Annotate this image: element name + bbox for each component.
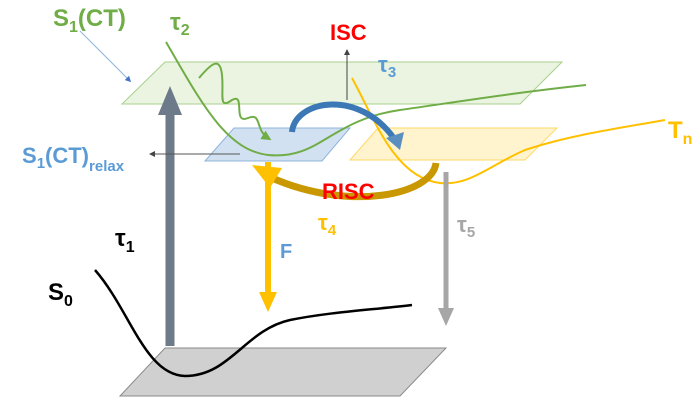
tau2-label: τ2: [170, 9, 190, 39]
s1ct-curve: [165, 41, 587, 157]
risc-arrow: [270, 162, 440, 201]
tn-curve: [351, 77, 666, 185]
s1ct-pointer: [79, 30, 132, 83]
risc-label: RISC: [322, 179, 375, 204]
tau4-label: τ4: [318, 210, 337, 239]
tau3-label: τ3: [378, 52, 396, 81]
tau1-arrow-head: [158, 86, 182, 115]
s1ct-label: S1(CT): [53, 5, 126, 36]
tau1-label: τ1: [115, 225, 135, 256]
tau2-wavy-arrow: [198, 62, 272, 141]
tau5-arrow-head: [438, 308, 454, 326]
isc-arrow-head: [386, 132, 404, 150]
s1relax-plane: [203, 127, 352, 162]
s0-label: S0: [48, 279, 73, 310]
s0-plane: [118, 347, 448, 397]
s1relax-label: S1(CT)relax: [22, 143, 125, 175]
fluorescence-label: F: [280, 241, 292, 263]
tn-label: Tn: [668, 117, 692, 148]
isc-label: ISC: [330, 20, 367, 45]
s0-curve: [94, 269, 413, 378]
fluorescence-arrow-head: [259, 292, 277, 312]
s1ct-plane: [120, 61, 564, 105]
tau5-label: τ5: [457, 212, 475, 241]
isc-arrow: [289, 101, 398, 142]
